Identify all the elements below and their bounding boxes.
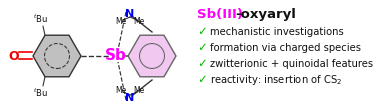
Text: O: O (9, 50, 19, 62)
Text: ✓: ✓ (197, 42, 207, 55)
Polygon shape (33, 35, 81, 77)
Text: ✓: ✓ (197, 57, 207, 70)
Text: zwitterionic + quinoidal features: zwitterionic + quinoidal features (210, 59, 373, 69)
Text: N: N (125, 93, 135, 103)
Text: Me: Me (115, 18, 127, 27)
Text: $^{t}$Bu: $^{t}$Bu (34, 13, 48, 25)
Text: Me: Me (133, 85, 145, 94)
Text: mechanistic investigations: mechanistic investigations (210, 27, 344, 37)
Text: formation via charged species: formation via charged species (210, 43, 361, 53)
Text: ✓: ✓ (197, 26, 207, 39)
Text: Sb(III): Sb(III) (197, 9, 243, 22)
Text: N: N (125, 9, 135, 19)
Text: Me: Me (133, 18, 145, 27)
Text: Sb: Sb (105, 49, 127, 63)
Text: -oxyaryl: -oxyaryl (235, 9, 296, 22)
Polygon shape (128, 35, 176, 77)
Text: ✓: ✓ (197, 73, 207, 86)
Text: Me: Me (115, 85, 127, 94)
Text: reactivity: insertion of CS$_2$: reactivity: insertion of CS$_2$ (210, 73, 342, 87)
Text: $^{t}$Bu: $^{t}$Bu (34, 87, 48, 99)
